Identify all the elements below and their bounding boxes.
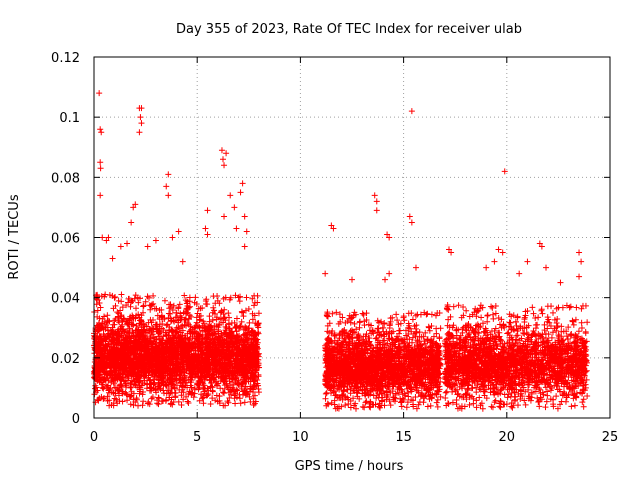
- x-tick-label: 20: [499, 430, 516, 445]
- data-point: [109, 255, 116, 262]
- data-point: [128, 219, 135, 226]
- data-point: [165, 171, 172, 178]
- data-point: [578, 258, 585, 265]
- data-point: [328, 222, 335, 229]
- data-point: [524, 258, 531, 265]
- data-point: [241, 213, 248, 220]
- data-point: [218, 147, 225, 154]
- data-point: [136, 129, 143, 136]
- data-point: [124, 240, 131, 247]
- data-point: [237, 189, 244, 196]
- data-point: [97, 159, 104, 166]
- y-axis-label: ROTI / TECUs: [7, 194, 22, 279]
- x-tick-label: 10: [292, 430, 309, 445]
- data-point: [349, 276, 355, 283]
- tick-labels: 0 5 10 15 20 25 0 0.02 0.04 0.06 0.08 0.1 0.12: [51, 51, 618, 445]
- data-point: [499, 249, 506, 256]
- x-axis-label: GPS time / hours: [295, 459, 404, 474]
- data-point: [576, 273, 583, 280]
- data-point: [576, 249, 583, 256]
- data-point: [204, 207, 211, 214]
- data-point: [239, 180, 246, 187]
- data-point: [495, 246, 502, 253]
- data-point: [103, 237, 110, 244]
- data-point: [220, 156, 226, 163]
- data-point: [536, 240, 543, 247]
- data-point: [382, 276, 389, 283]
- data-point: [97, 165, 104, 172]
- data-point: [202, 225, 209, 232]
- data-cloud-segment-1: [91, 291, 263, 409]
- x-tick-label: 0: [90, 430, 98, 445]
- data-points: [91, 291, 591, 412]
- data-point: [330, 225, 337, 232]
- data-point: [175, 228, 182, 235]
- data-point: [557, 279, 564, 286]
- data-point: [322, 270, 329, 277]
- data-point: [179, 258, 186, 265]
- data-point: [516, 270, 523, 277]
- data-point: [243, 228, 250, 235]
- data-point: [233, 225, 240, 232]
- data-point: [98, 129, 105, 136]
- data-point: [446, 246, 453, 253]
- y-tick-label: 0.12: [51, 51, 80, 66]
- data-point: [144, 243, 151, 250]
- y-tick-label: 0.08: [51, 171, 80, 186]
- data-point: [138, 105, 145, 112]
- data-point: [371, 192, 378, 199]
- y-tick-label: 0.04: [51, 292, 80, 307]
- data-point: [165, 192, 172, 199]
- y-tick-label: 0.1: [59, 111, 80, 126]
- x-tick-label: 25: [602, 430, 619, 445]
- data-point: [386, 270, 393, 277]
- data-point: [97, 192, 104, 199]
- data-point: [543, 264, 550, 271]
- data-point: [373, 207, 380, 214]
- data-point: [163, 183, 170, 190]
- data-point: [117, 243, 124, 250]
- data-point: [132, 201, 139, 208]
- data-point: [221, 162, 228, 169]
- data-point: [130, 204, 137, 211]
- data-point: [483, 264, 490, 271]
- data-point: [406, 213, 413, 220]
- data-point: [97, 126, 104, 133]
- data-point: [223, 150, 230, 157]
- data-point: [384, 231, 391, 238]
- data-point: [538, 243, 545, 250]
- chart-title: Day 355 of 2023, Rate Of TEC Index for r…: [176, 22, 522, 37]
- data-point: [491, 258, 498, 265]
- data-point: [386, 234, 393, 241]
- axes: [93, 56, 611, 419]
- data-point: [204, 231, 211, 238]
- data-point: [448, 249, 455, 256]
- data-point: [408, 219, 415, 226]
- y-tick-label: 0.06: [51, 232, 80, 247]
- data-point: [501, 168, 508, 175]
- data-point: [169, 234, 176, 241]
- data-point: [408, 108, 415, 115]
- data-point: [105, 234, 112, 241]
- data-point: [221, 213, 228, 220]
- x-tick-label: 15: [395, 430, 412, 445]
- y-tick-label: 0.02: [51, 352, 80, 367]
- data-point: [373, 198, 380, 205]
- data-point: [99, 234, 106, 241]
- data-cloud-segment-2: [322, 309, 444, 412]
- data-point: [138, 120, 145, 127]
- data-point: [412, 264, 419, 271]
- data-cloud-segment-3: [441, 302, 591, 412]
- data-point: [137, 114, 144, 121]
- data-point: [152, 237, 159, 244]
- x-tick-label: 5: [193, 430, 201, 445]
- data-point: [231, 204, 238, 211]
- data-point: [241, 243, 248, 250]
- data-point: [227, 192, 234, 199]
- y-tick-label: 0: [72, 412, 80, 427]
- outlier-points: [96, 90, 585, 286]
- data-point: [96, 90, 103, 97]
